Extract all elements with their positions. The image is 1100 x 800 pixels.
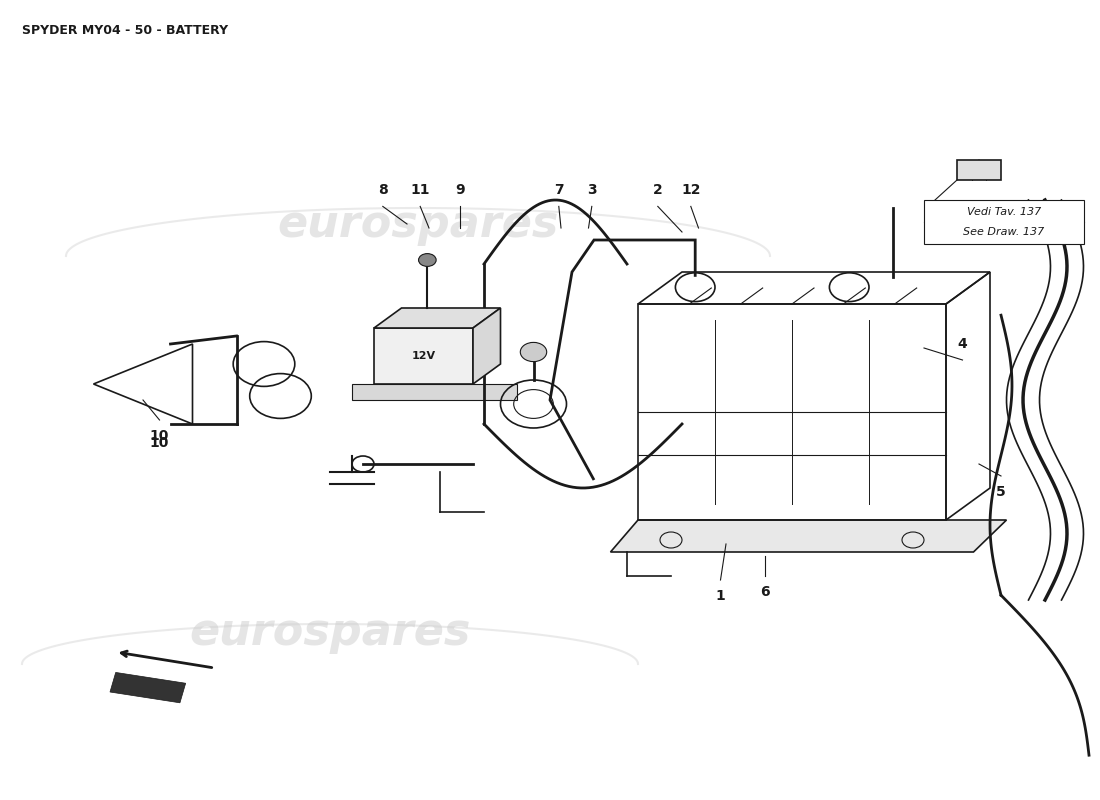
- Polygon shape: [610, 520, 1006, 552]
- Text: See Draw. 137: See Draw. 137: [964, 226, 1044, 237]
- Text: 11: 11: [410, 183, 430, 198]
- Circle shape: [418, 254, 436, 266]
- Text: eurospares: eurospares: [277, 202, 559, 246]
- Circle shape: [520, 342, 547, 362]
- Polygon shape: [374, 308, 500, 328]
- Text: 4: 4: [958, 337, 967, 351]
- Text: 12: 12: [681, 183, 701, 198]
- Bar: [352, 384, 517, 400]
- Text: eurospares: eurospares: [189, 610, 471, 654]
- Text: 8: 8: [378, 183, 387, 198]
- Polygon shape: [473, 308, 500, 384]
- Text: 9: 9: [455, 183, 464, 198]
- Text: 5: 5: [997, 485, 1005, 499]
- Bar: [924, 200, 1084, 244]
- Text: 2: 2: [653, 183, 662, 198]
- Text: 7: 7: [554, 183, 563, 198]
- Bar: [374, 328, 473, 384]
- Bar: [957, 160, 1001, 180]
- Text: 1: 1: [716, 589, 725, 603]
- Text: 6: 6: [760, 585, 769, 599]
- Text: 10: 10: [150, 429, 169, 443]
- Text: 12V: 12V: [411, 351, 436, 361]
- Text: SPYDER MY04 - 50 - BATTERY: SPYDER MY04 - 50 - BATTERY: [22, 24, 228, 37]
- Text: 10: 10: [150, 436, 169, 450]
- Bar: [110, 673, 186, 703]
- Text: Vedi Tav. 137: Vedi Tav. 137: [967, 207, 1041, 218]
- Text: 3: 3: [587, 183, 596, 198]
